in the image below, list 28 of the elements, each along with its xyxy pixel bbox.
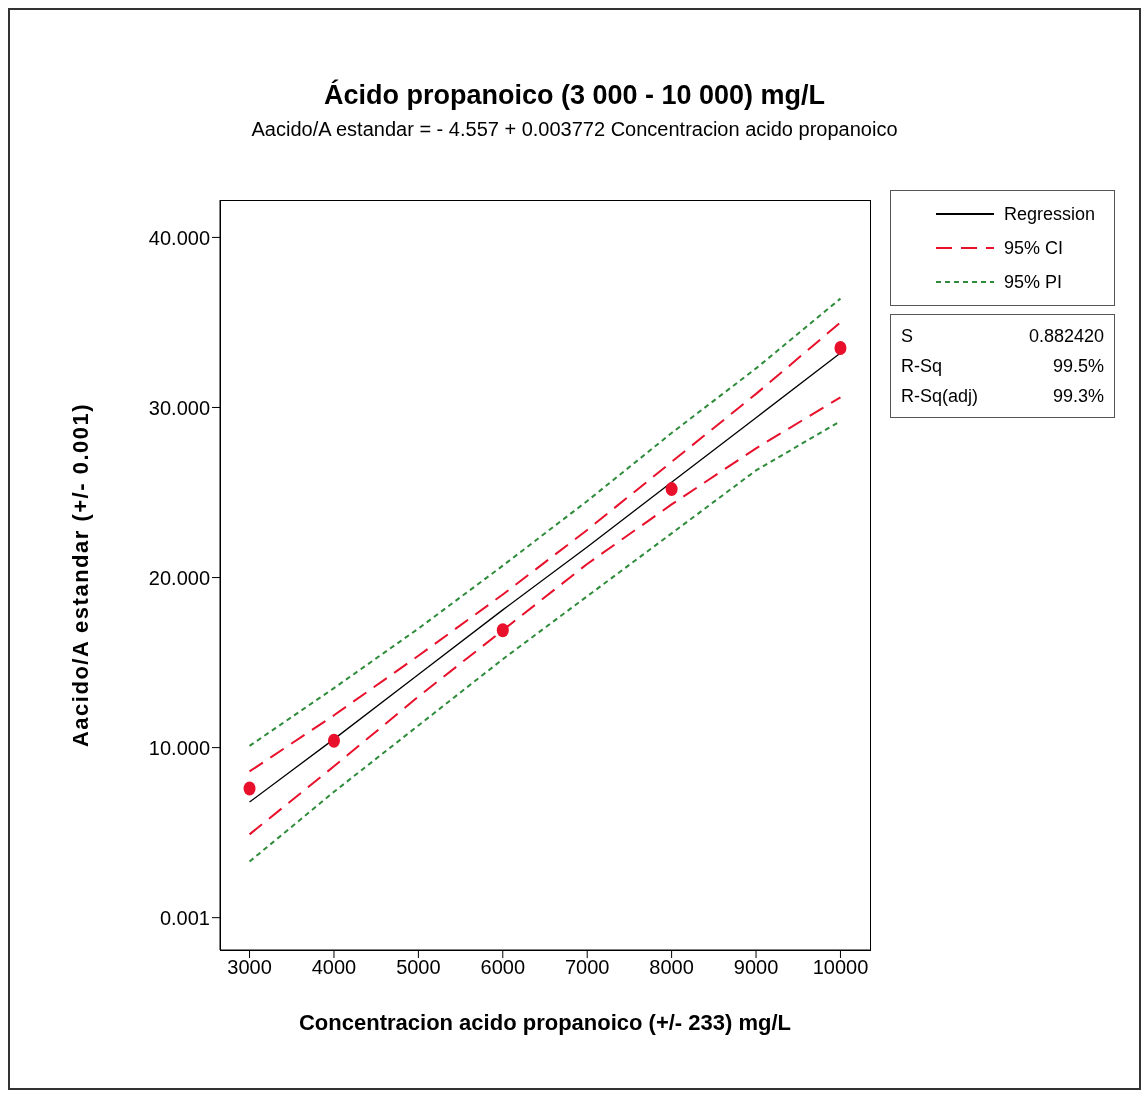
text: S 0.882420 [901, 325, 1104, 346]
x-tick-label: 4000 [311, 956, 357, 979]
y-tick-label: 40.000 [148, 226, 210, 249]
legend-label: Regression [1004, 203, 1097, 225]
chart-subtitle: Aacido/A estandar = - 4.557 + 0.003772 Concentracion acido propanoico [250, 118, 899, 141]
x-tick-label: 10000 [812, 956, 869, 979]
chart-title: Ácido propanoico (3 000 - 10 000) mg/L [322, 80, 827, 111]
x-tick-label: 9000 [733, 956, 779, 979]
text: R-Sq(adj) 99.3% [901, 385, 1104, 406]
point [665, 482, 678, 497]
legend-label: 95% PI [1004, 271, 1064, 293]
legend-label: 95% CI [1004, 237, 1065, 259]
text: R-Sq 99.5% [901, 355, 1104, 376]
x-tick-label: 6000 [480, 956, 526, 979]
x-tick-label: 8000 [649, 956, 694, 979]
point [496, 623, 509, 638]
y-tick-label: 30.000 [148, 396, 210, 419]
x-tick-label: 3000 [227, 956, 272, 979]
y-tick-label: 20.000 [148, 566, 210, 589]
point [834, 340, 847, 355]
y-tick-label: 0.001 [159, 906, 210, 929]
y-axis-title: Aacido/A estandar (+/- 0.001) [67, 402, 93, 748]
x-axis-title: Concentracion acido propanoico (+/- 233) mg/L [298, 1010, 792, 1035]
point [327, 733, 340, 748]
point [243, 781, 256, 796]
x-tick-label: 7000 [564, 956, 610, 979]
y-tick-label: 10.000 [148, 736, 210, 759]
x-tick-label: 5000 [396, 956, 441, 979]
